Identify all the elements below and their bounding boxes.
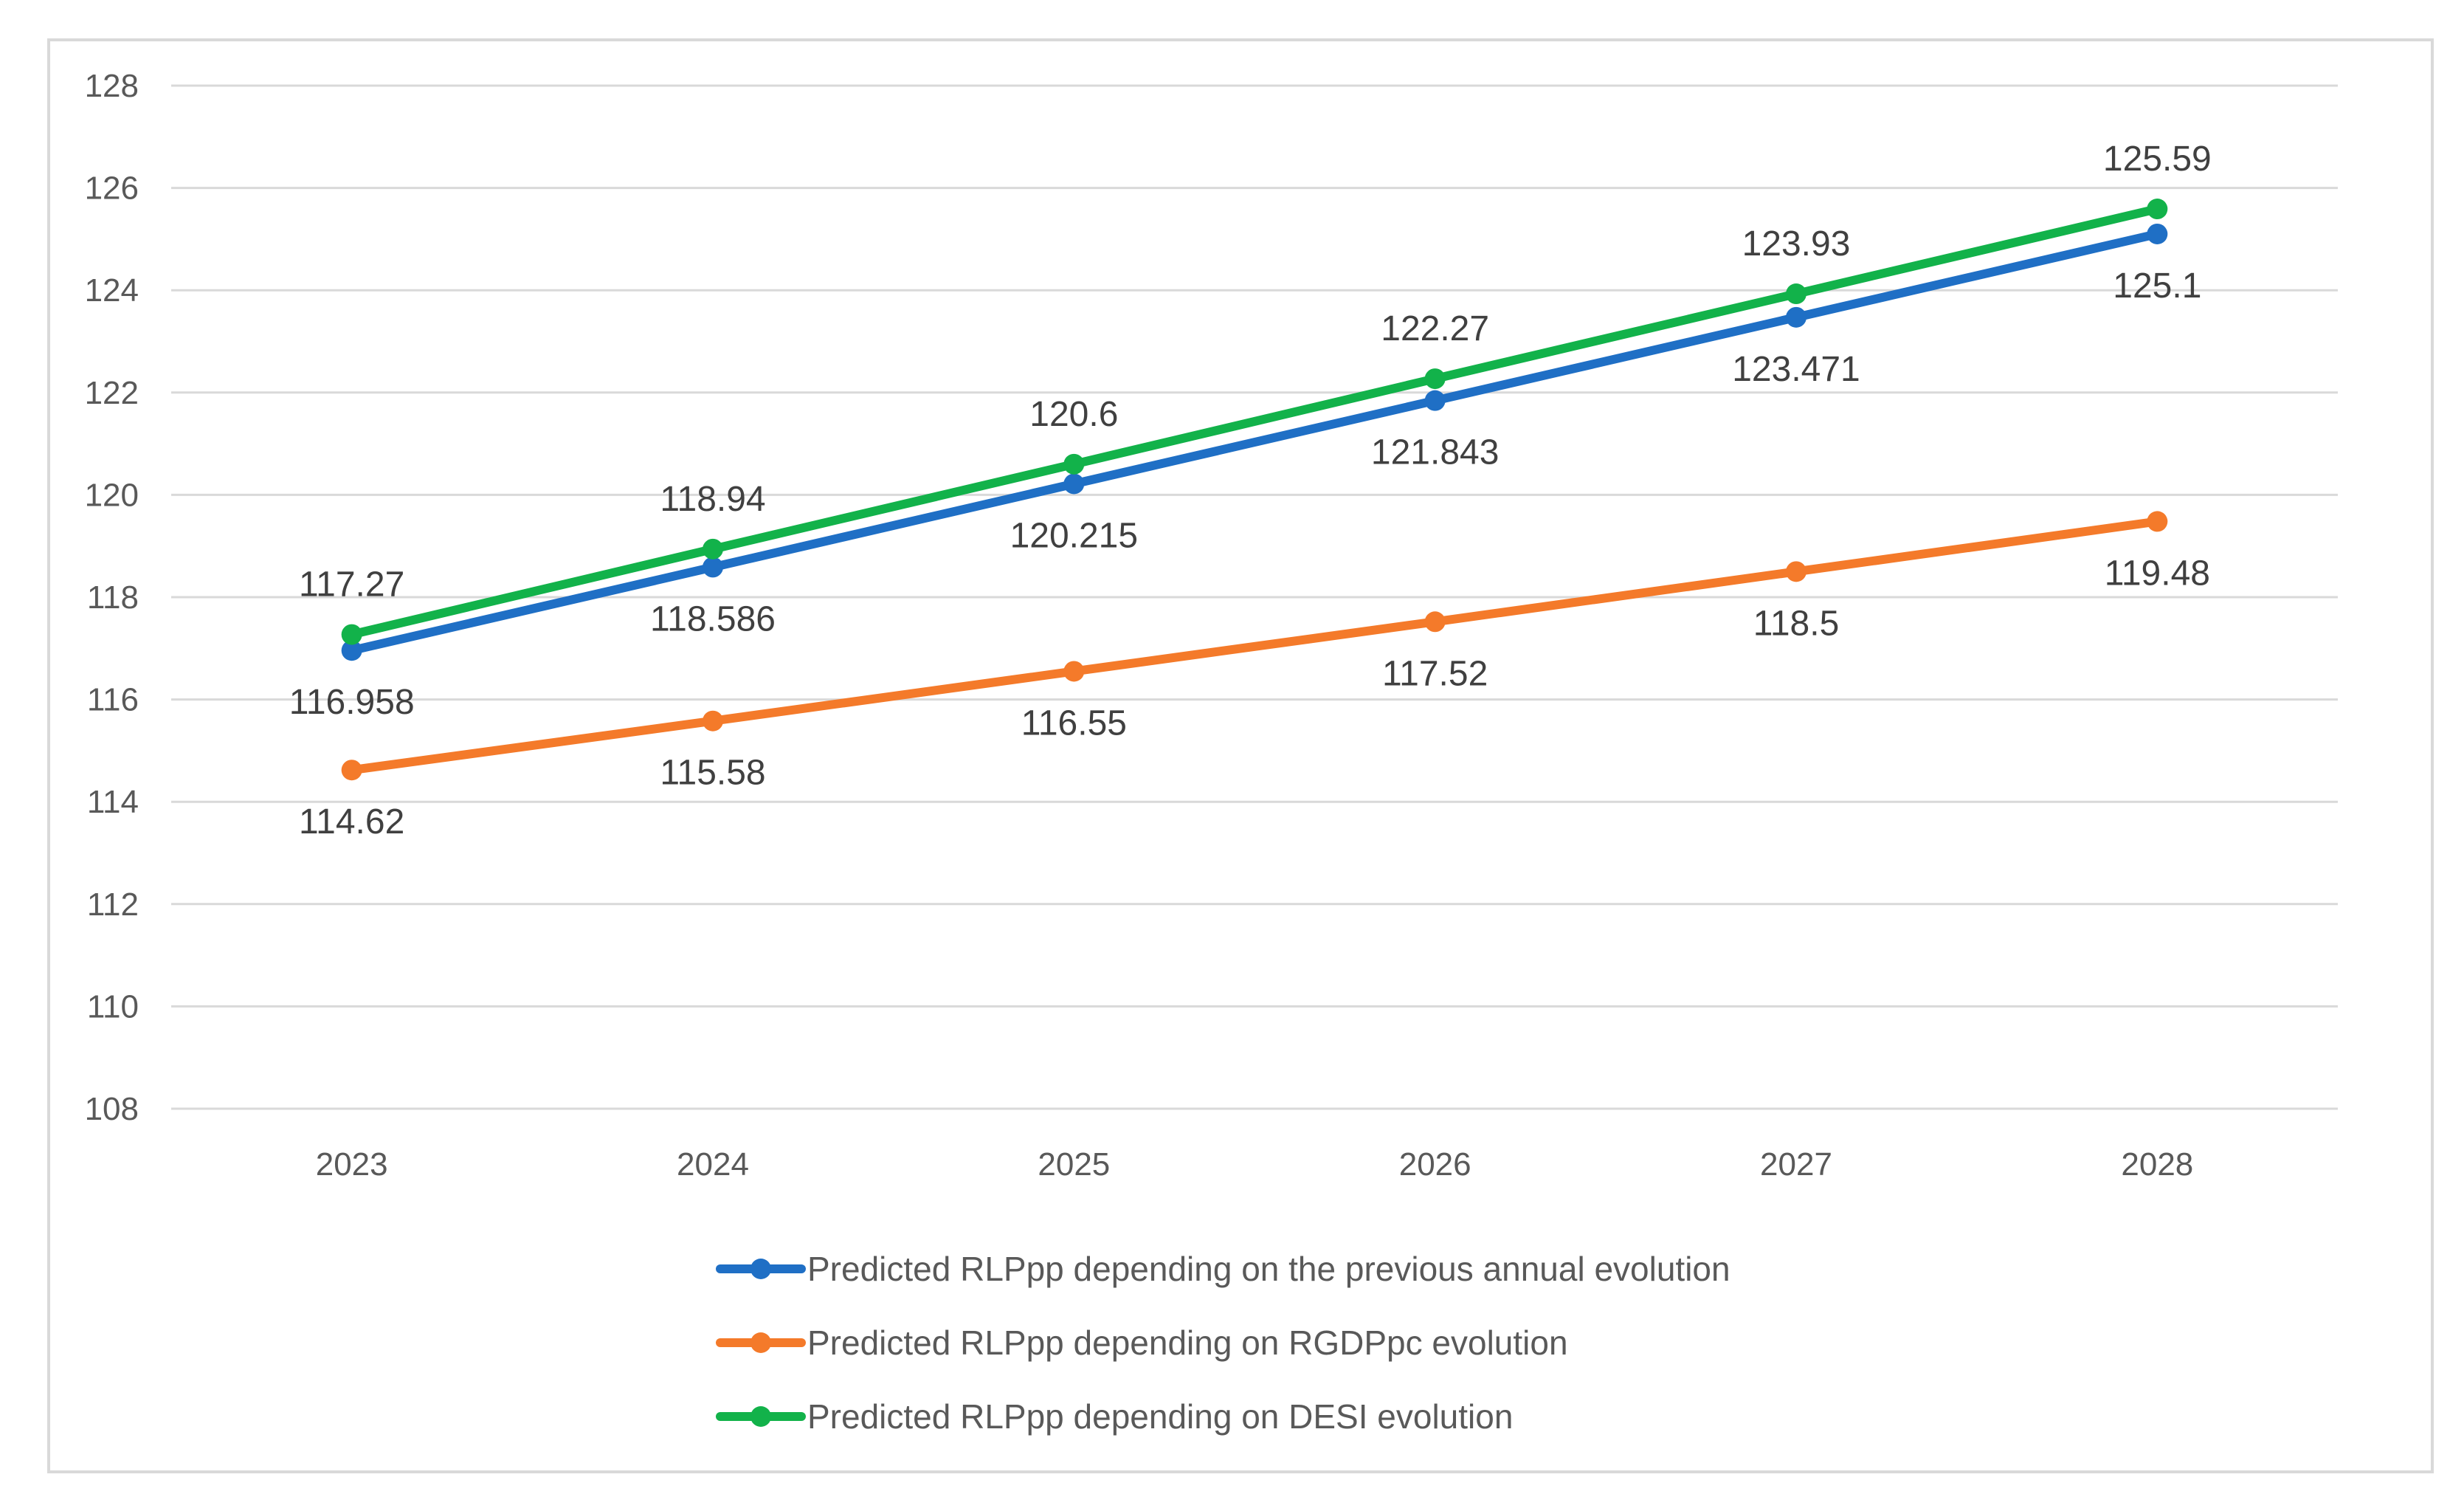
legend-swatch-marker-0 <box>750 1259 771 1279</box>
series-0-point-2027 <box>1786 306 1806 328</box>
y-tick-label-110: 110 <box>87 988 139 1025</box>
series-0-line <box>347 229 2162 655</box>
series-2-data-label-2027: 123.93 <box>1742 224 1851 264</box>
series-1-data-label-2024: 115.58 <box>660 754 765 793</box>
y-tick-label-120: 120 <box>85 477 139 513</box>
series-0-point-2025 <box>1063 473 1085 495</box>
series-1-line <box>347 517 2162 775</box>
legend-label-1: Predicted RLPpp depending on RGDPpc evol… <box>807 1324 1568 1362</box>
gridlines <box>171 84 2338 1110</box>
series-1-point-2027 <box>1786 561 1806 582</box>
series-1-data-label-2023: 114.62 <box>299 802 404 841</box>
legend-swatch-marker-1 <box>750 1332 771 1353</box>
series-lines <box>341 199 2168 781</box>
series-0-data-label-2028: 125.1 <box>2113 266 2201 306</box>
legend: Predicted RLPpp depending on the previou… <box>716 1250 1730 1436</box>
chart-frame: 108 110 112 114 116 118 120 122 124 126 128 2023 20… <box>47 38 2434 1473</box>
legend-item-1: Predicted RLPpp depending on RGDPpc evol… <box>716 1324 1568 1362</box>
series-2-group <box>341 199 2168 645</box>
x-tick-label-2023: 2023 <box>316 1146 388 1183</box>
series-0-data-label-2026: 121.843 <box>1371 433 1500 472</box>
x-tick-label-2025: 2025 <box>1038 1146 1110 1183</box>
series-2-point-2025 <box>1063 453 1085 475</box>
series-0-point-2023 <box>341 640 362 661</box>
series-2-point-2028 <box>2147 199 2168 220</box>
series-0-point-2024 <box>703 557 723 578</box>
legend-item-0: Predicted RLPpp depending on the previou… <box>716 1250 1730 1288</box>
legend-item-2: Predicted RLPpp depending on DESI evolut… <box>716 1397 1513 1436</box>
x-tick-label-2024: 2024 <box>677 1146 749 1183</box>
series-2-point-2024 <box>703 538 723 560</box>
series-1-point-2024 <box>703 710 723 732</box>
series-0-data-label-2024: 118.586 <box>650 599 776 639</box>
series-1-group <box>341 511 2168 781</box>
legend-swatch-marker-2 <box>750 1406 771 1427</box>
series-0-data-label-2023: 116.958 <box>289 683 415 722</box>
y-tick-label-124: 124 <box>85 272 139 309</box>
series-2-data-label-2024: 118.94 <box>660 480 765 519</box>
series-1-data-label-2027: 118.5 <box>1753 604 1840 643</box>
series-0-point-2028 <box>2147 223 2168 244</box>
series-1-point-2026 <box>1424 611 1446 633</box>
series-2-data-label-2025: 120.6 <box>1029 395 1118 434</box>
y-tick-label-116: 116 <box>87 682 139 718</box>
series-2-line <box>347 204 2162 639</box>
series-2-point-2027 <box>1786 283 1806 305</box>
series-1-data-label-2026: 117.52 <box>1382 654 1488 693</box>
y-tick-label-114: 114 <box>87 784 139 820</box>
x-tick-label-2027: 2027 <box>1760 1146 1832 1183</box>
series-1-data-label-2028: 119.48 <box>2105 554 2210 593</box>
y-axis-tick-labels: 108 110 112 114 116 118 120 122 124 126 128 <box>85 68 139 1127</box>
x-tick-label-2028: 2028 <box>2121 1146 2193 1183</box>
y-tick-label-112: 112 <box>87 887 139 923</box>
series-1-point-2025 <box>1063 661 1085 682</box>
series-1-point-2028 <box>2147 511 2168 532</box>
y-tick-label-128: 128 <box>85 68 139 104</box>
series-1-data-label-2025: 116.55 <box>1021 703 1127 743</box>
legend-label-2: Predicted RLPpp depending on DESI evolut… <box>807 1397 1513 1436</box>
series-0-data-label-2027: 123.471 <box>1732 350 1860 389</box>
data-labels: 116.958 118.586 120.215 121.843 123.471 125.1… <box>289 140 2212 841</box>
series-1-point-2023 <box>341 760 362 781</box>
series-2-point-2023 <box>341 624 362 645</box>
y-tick-label-126: 126 <box>85 171 139 207</box>
series-2-data-label-2028: 125.59 <box>2103 140 2212 179</box>
series-2-point-2026 <box>1424 368 1446 390</box>
x-tick-label-2026: 2026 <box>1399 1146 1471 1183</box>
y-tick-label-122: 122 <box>85 375 139 411</box>
series-0-data-label-2025: 120.215 <box>1010 517 1139 556</box>
series-0-group <box>341 223 2168 661</box>
y-tick-label-108: 108 <box>85 1091 139 1127</box>
series-2-data-label-2023: 117.27 <box>299 565 404 605</box>
y-tick-label-118: 118 <box>87 579 139 616</box>
series-0-point-2026 <box>1424 390 1446 411</box>
series-2-data-label-2026: 122.27 <box>1381 309 1489 348</box>
x-axis-tick-labels: 2023 2024 2025 2026 2027 2028 <box>316 1146 2194 1183</box>
legend-label-0: Predicted RLPpp depending on the previou… <box>807 1250 1730 1288</box>
